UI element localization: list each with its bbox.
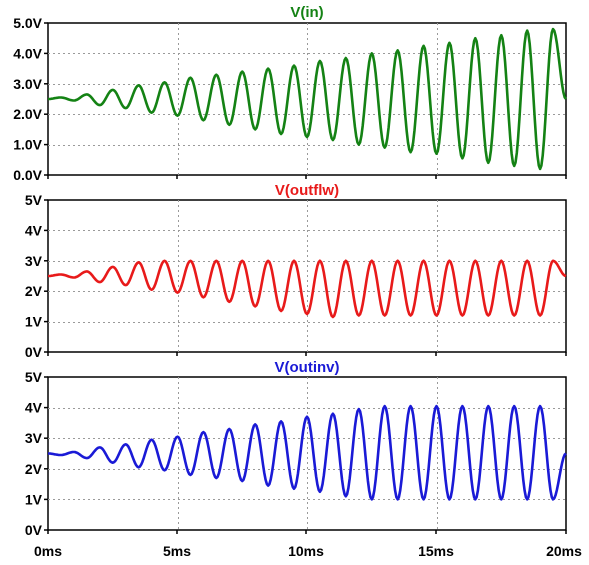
x-tick-label: 10ms	[288, 543, 324, 559]
y-tick-label: 0.0V	[13, 167, 42, 183]
y-tick-label: 1.0V	[13, 137, 42, 153]
x-tick-label: 0ms	[34, 543, 62, 559]
y-tick-label: 2V	[25, 283, 43, 299]
x-tick-label: 5ms	[163, 543, 191, 559]
panel-title: V(outinv)	[275, 359, 340, 376]
waveform-trace	[48, 404, 567, 501]
y-tick-label: 5.0V	[13, 15, 42, 31]
panel-title: V(in)	[290, 4, 323, 21]
y-tick-label: 0V	[25, 522, 43, 538]
waveform-trace	[48, 259, 567, 319]
y-tick-label: 3V	[25, 253, 43, 269]
y-tick-label: 2V	[25, 461, 43, 477]
waveform-trace	[48, 27, 568, 171]
y-tick-label: 4V	[25, 222, 43, 238]
y-tick-label: 4.0V	[13, 45, 42, 61]
y-tick-label: 3.0V	[13, 76, 42, 92]
y-tick-label: 0V	[25, 344, 43, 360]
y-tick-label: 1V	[25, 491, 43, 507]
y-tick-label: 5V	[25, 369, 43, 385]
x-tick-label: 20ms	[546, 543, 582, 559]
panel-title: V(outflw)	[275, 182, 339, 199]
y-tick-label: 3V	[25, 430, 43, 446]
y-tick-label: 1V	[25, 314, 43, 330]
x-tick-label: 15ms	[418, 543, 454, 559]
y-tick-label: 4V	[25, 400, 43, 416]
y-tick-label: 5V	[25, 192, 43, 208]
y-tick-label: 2.0V	[13, 106, 42, 122]
